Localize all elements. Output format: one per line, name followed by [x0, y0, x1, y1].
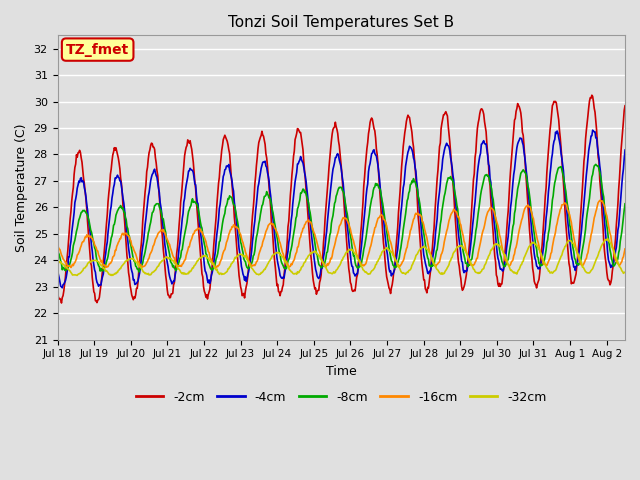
Legend: -2cm, -4cm, -8cm, -16cm, -32cm: -2cm, -4cm, -8cm, -16cm, -32cm	[131, 385, 552, 408]
Text: TZ_fmet: TZ_fmet	[66, 43, 129, 57]
Y-axis label: Soil Temperature (C): Soil Temperature (C)	[15, 123, 28, 252]
Title: Tonzi Soil Temperatures Set B: Tonzi Soil Temperatures Set B	[228, 15, 454, 30]
X-axis label: Time: Time	[326, 365, 356, 378]
